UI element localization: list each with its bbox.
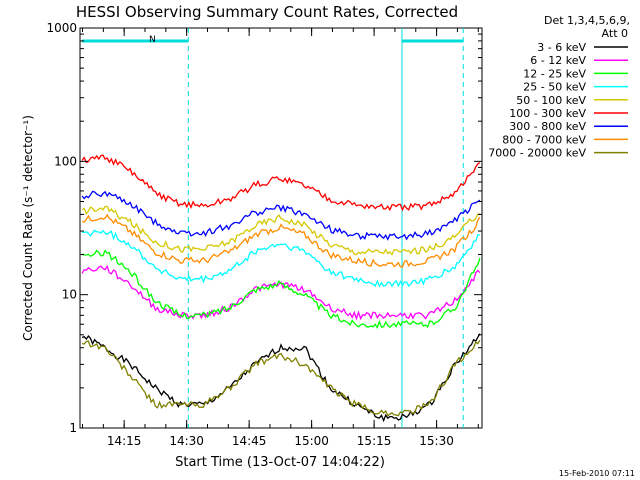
legend-header-line-2: Att 0 <box>602 27 628 40</box>
y-tick-label: 1 <box>69 421 77 435</box>
y-axis-label: Corrected Count Rate (s⁻¹ detector⁻¹) <box>21 115 35 341</box>
series-line-3-6-kev <box>81 333 481 423</box>
series-line-12-25-kev <box>81 249 481 329</box>
legend-label: 300 - 800 keV <box>509 120 586 133</box>
series-line-6-12-kev <box>81 264 481 321</box>
night-marker-label: N <box>149 35 156 45</box>
legend-label: 12 - 25 keV <box>523 67 586 80</box>
x-tick-label: 15:15 <box>357 434 392 448</box>
series-line-800-7000-kev <box>81 213 481 268</box>
legend-label: 100 - 300 keV <box>509 107 586 120</box>
axes: 1 10 100 1000 14:15 14:30 14:45 15:00 15:15 15:30 <box>46 21 482 448</box>
x-tick-label: 14:15 <box>107 434 142 448</box>
legend-label: 800 - 7000 keV <box>502 133 586 146</box>
y-tick-label: 100 <box>54 154 77 168</box>
plot-area <box>79 27 483 429</box>
legend-label: 7000 - 20000 keV <box>488 147 586 160</box>
night-markers <box>82 28 464 428</box>
x-tick-label: 15:00 <box>294 434 329 448</box>
legend-label: 6 - 12 keV <box>530 54 586 67</box>
x-axis-label: Start Time (13-Oct-07 14:04:22) <box>175 455 385 470</box>
legend-label: 3 - 6 keV <box>537 41 586 54</box>
series-line-300-800-kev <box>81 190 481 241</box>
x-tick-label: 14:45 <box>232 434 267 448</box>
legend-label: 25 - 50 keV <box>523 81 586 94</box>
series-line-25-50-kev <box>82 229 480 288</box>
x-tick-label: 14:30 <box>169 434 204 448</box>
series-lines <box>81 154 481 423</box>
y-tick-label: 10 <box>62 288 77 302</box>
legend-label: 50 - 100 keV <box>516 94 586 107</box>
chart-title: HESSI Observing Summary Count Rates, Cor… <box>76 3 458 21</box>
legend-header-line-1: Det 1,3,4,5,6,9, <box>544 14 630 27</box>
footer-date: 15-Feb-2010 07:11 <box>559 469 635 478</box>
y-tick-label: 1000 <box>46 21 77 35</box>
series-line-100-300-kev <box>81 154 481 212</box>
series-line-7000-20000-kev <box>81 339 481 417</box>
x-tick-label: 15:30 <box>419 434 454 448</box>
series-line-50-100-kev <box>81 205 480 256</box>
